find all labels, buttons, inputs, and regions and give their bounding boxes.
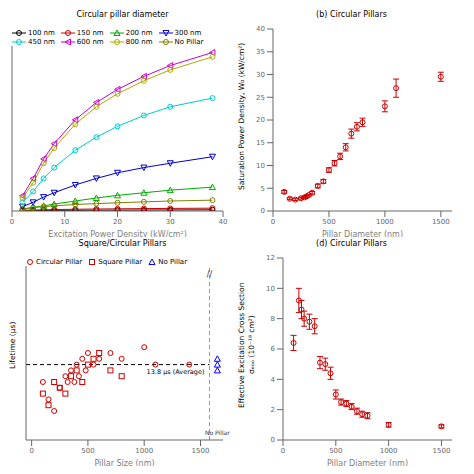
html-text:Saturation Power Density, W₀ (: Saturation Power Density, W₀ (kW/cm²) bbox=[237, 42, 246, 190]
svg-text:40: 40 bbox=[219, 218, 228, 226]
html-text:Effective Excitation Cross Sec: Effective Excitation Cross Section σₑₒₒ … bbox=[237, 282, 256, 408]
svg-text:Pillar Size (nm): Pillar Size (nm) bbox=[94, 459, 154, 466]
html-text:100 nm: 100 nm bbox=[28, 29, 55, 37]
svg-text:10: 10 bbox=[256, 162, 265, 170]
html-text:(b) Circular Pillars: (b) Circular Pillars bbox=[316, 10, 387, 19]
svg-text:40: 40 bbox=[256, 25, 265, 33]
svg-text:20: 20 bbox=[113, 218, 122, 226]
html-text:Circular Pillar: Circular Pillar bbox=[36, 258, 83, 266]
svg-text:0: 0 bbox=[271, 436, 275, 444]
svg-text:25: 25 bbox=[256, 94, 265, 102]
svg-text:35: 35 bbox=[256, 48, 265, 56]
html-text:150 nm: 150 nm bbox=[76, 29, 104, 37]
svg-text:1500: 1500 bbox=[432, 218, 450, 226]
svg-text:1000: 1000 bbox=[135, 447, 153, 455]
svg-text:500: 500 bbox=[329, 447, 342, 455]
html-text:Lifetime (μs): Lifetime (μs) bbox=[8, 321, 17, 369]
svg-text:0: 0 bbox=[281, 447, 285, 455]
svg-text:30: 30 bbox=[256, 71, 265, 79]
svg-text:0: 0 bbox=[271, 218, 275, 226]
svg-text:500: 500 bbox=[322, 218, 335, 226]
svg-text:500: 500 bbox=[81, 447, 94, 455]
svg-text:1000: 1000 bbox=[380, 447, 398, 455]
html-text:300 nm: 300 nm bbox=[174, 29, 202, 37]
svg-text://: // bbox=[207, 270, 213, 279]
svg-text:10: 10 bbox=[266, 285, 275, 293]
svg-text:8: 8 bbox=[271, 315, 275, 323]
svg-text:Pillar Diameter (nm): Pillar Diameter (nm) bbox=[327, 459, 408, 466]
html-text:800 nm: 800 nm bbox=[125, 38, 153, 46]
svg-text:0: 0 bbox=[261, 207, 265, 215]
html-text:Circular pillar diameter: Circular pillar diameter bbox=[76, 10, 169, 19]
html-text:450 nm: 450 nm bbox=[28, 38, 55, 46]
html-text:(d) Circular Pillars: (d) Circular Pillars bbox=[316, 239, 387, 248]
html-text:Square Pillar: Square Pillar bbox=[98, 258, 143, 266]
html-text:600 nm: 600 nm bbox=[76, 38, 104, 46]
svg-text:12: 12 bbox=[266, 254, 275, 262]
svg-text:1500: 1500 bbox=[192, 447, 210, 455]
svg-text:6: 6 bbox=[271, 345, 276, 353]
svg-text:15: 15 bbox=[256, 139, 265, 147]
svg-text:0: 0 bbox=[29, 447, 33, 455]
svg-text:1000: 1000 bbox=[376, 218, 394, 226]
svg-text:2: 2 bbox=[271, 406, 275, 414]
svg-text:No Pillar: No Pillar bbox=[205, 429, 230, 436]
svg-text:1500: 1500 bbox=[433, 447, 451, 455]
svg-text:Pillar Diameter (nm): Pillar Diameter (nm) bbox=[322, 230, 403, 237]
html-text:No Pillar: No Pillar bbox=[158, 258, 187, 266]
svg-text:4: 4 bbox=[271, 376, 276, 384]
svg-text:5: 5 bbox=[261, 185, 265, 193]
svg-text:20: 20 bbox=[256, 116, 265, 124]
html-text:No Pillar: No Pillar bbox=[174, 38, 204, 46]
svg-text:Excitation Power Density (kW/c: Excitation Power Density (kW/cm²) bbox=[48, 230, 187, 237]
svg-text:0: 0 bbox=[10, 218, 14, 226]
html-text:200 nm: 200 nm bbox=[125, 29, 153, 37]
svg-text:13.8 μs (Average): 13.8 μs (Average) bbox=[147, 368, 205, 376]
html-text:Square/Circular Pillars: Square/Circular Pillars bbox=[78, 239, 167, 248]
svg-text:30: 30 bbox=[166, 218, 175, 226]
svg-text:10: 10 bbox=[60, 218, 69, 226]
